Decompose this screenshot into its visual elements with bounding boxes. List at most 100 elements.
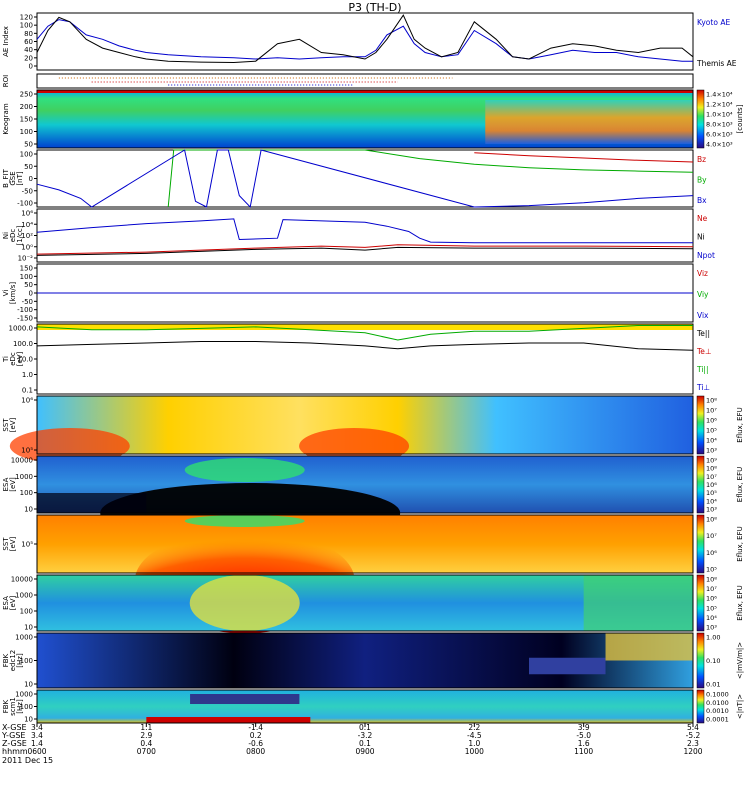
sst2-colorbar-tick: 10⁷ — [706, 532, 717, 540]
ni-ytick-label: 10⁴ — [21, 221, 33, 229]
keogram-ylabel: Keogram — [2, 103, 10, 134]
keogram-colorbar — [696, 89, 705, 149]
ti-legend-3: Ti⊥ — [696, 383, 710, 392]
bfit-ytick-label: 50 — [24, 163, 33, 171]
keogram-ytick-label: 50 — [24, 141, 33, 149]
keogram-ytick-label: 150 — [20, 116, 33, 124]
esa1-ytick-label: 10000 — [11, 457, 33, 465]
bottom-tick-labels: 3.43.41.406001.12.90.40700-1.40.2-0.6080… — [27, 723, 703, 756]
esa2-ytick-label: 100 — [20, 608, 33, 616]
footer-date: 2011 Dec 15 — [2, 756, 53, 765]
ae-ytick-label: 80 — [24, 30, 33, 38]
ni-legend-0: Ne — [697, 214, 708, 223]
ni-legend-2: Npot — [697, 251, 715, 260]
esa1-colorbar-tick: 10⁴ — [706, 497, 717, 505]
panel-fbk1: 1000 100 10 FBK edc12 [Hz] 1.00 0.10 0.01 <|mV/m|… — [2, 632, 744, 689]
sst2-ylabel: [eV] — [9, 536, 17, 551]
keogram-colorbar-tick: 8.0×10³ — [706, 121, 733, 129]
fbk2-ytick-label: 10 — [24, 716, 33, 724]
esa2-colorbar-label: Eflux, EFU — [736, 585, 744, 620]
fbk1-ylabel: edc12 — [9, 650, 17, 672]
ti-series-ti- — [36, 325, 693, 341]
esa1-ytick-label: 1000 — [15, 473, 33, 481]
bfit-ytick-label: -50 — [22, 187, 33, 195]
esa1-colorbar — [696, 455, 705, 514]
fbk2-colorbar-tick: 0.0100 — [706, 699, 729, 707]
fbk2-ylabel: scm1 — [9, 697, 17, 716]
ni-series-npot — [36, 218, 693, 244]
bottom-tick-x: 0.1 — [359, 723, 371, 732]
ti-ylabel: [eV] — [16, 351, 24, 366]
sst1-colorbar-tick: 10⁶ — [706, 417, 717, 425]
ti-series-te- — [36, 341, 694, 351]
bottom-tick-t: 1200 — [683, 747, 702, 756]
esa1-noise-left — [37, 493, 147, 513]
ae-series-kyoto-ae — [36, 19, 693, 62]
bottom-tick-x: 3.4 — [31, 723, 43, 732]
vi-ytick-label: 0 — [29, 290, 33, 298]
sst2-spectrogram — [37, 515, 693, 573]
esa2-ytick-label: 10 — [24, 624, 33, 632]
sst2-ytick-label: 10⁵ — [21, 541, 33, 549]
ti-ytick-label: 10.0 — [17, 356, 33, 364]
panel-ti: 1000.0 100.0 10.0 1.0 0.1 Ti eDc [eV] Te|| Te⊥ Ti|… — [2, 323, 711, 395]
esa1-ylabel: [eV] — [9, 477, 17, 492]
sst2-colorbar — [696, 514, 705, 574]
esa1-ytick-label: 100 — [20, 489, 33, 497]
fbk1-right-yellow — [605, 633, 693, 661]
fbk2-bottom-red — [146, 717, 311, 723]
ae-ylabel: AE Index — [2, 26, 10, 57]
ae-ytick-label: 40 — [24, 46, 33, 54]
ni-ylabel: Ni — [2, 232, 10, 239]
ae-ytick-label: 60 — [24, 38, 33, 46]
vi-ytick-label: 50 — [24, 281, 33, 289]
esa2-ytick-label: 10000 — [11, 576, 33, 584]
bottom-tick-y: 2.9 — [140, 731, 152, 740]
sst1-ylabel: SST — [2, 418, 10, 432]
ti-legend-0: Te|| — [696, 329, 710, 338]
esa1-colorbar-tick: 10⁸ — [706, 465, 717, 473]
bottom-tick-t: 0900 — [355, 747, 374, 756]
fbk2-ylabel: [Hz] — [16, 699, 24, 714]
bfit-legend-1: By — [697, 176, 707, 185]
roi-frame — [36, 73, 694, 89]
fbk2-ytick-label: 1000 — [15, 691, 33, 699]
sst2-green-cap — [184, 515, 305, 527]
keogram-ytick-label: 250 — [20, 91, 33, 99]
ae-ytick-label: 120 — [20, 14, 33, 22]
esa1-colorbar-tick: 10⁹ — [706, 457, 717, 465]
chart-title: P3 (TH-D) — [348, 1, 401, 14]
panel-roi: ROI — [2, 73, 694, 89]
keogram-colorbar-tick: 1.4×10⁴ — [706, 91, 733, 99]
bottom-tick-t: 0800 — [246, 747, 265, 756]
keogram-ytick-label: 100 — [20, 128, 33, 136]
axis-row-label-y: Y-GSE — [1, 731, 25, 740]
ae-legend-0: Kyoto AE — [697, 18, 730, 27]
sst1-colorbar — [696, 395, 705, 455]
keogram-colorbar-label: [counts] — [736, 104, 744, 133]
ti-ytick-label: 1000.0 — [9, 325, 34, 333]
esa2-yellow-band — [189, 575, 300, 631]
fbk2-ylabel: FBK — [2, 699, 10, 713]
panel-keogram: 250 200 150 100 50 Keogram 1.4×10⁴ 1.2×10⁴ 1.0×1… — [2, 89, 744, 149]
esa1-colorbar-tick: 10⁶ — [706, 481, 717, 489]
vi-ytick-label: -150 — [17, 315, 33, 323]
keogram-colorbar-tick: 6.0×10³ — [706, 131, 733, 139]
sst2-colorbar-tick: 10⁶ — [706, 549, 717, 557]
bottom-tick-y: -3.2 — [358, 731, 373, 740]
fbk2-ytick-label: 100 — [20, 703, 33, 711]
keogram-aurora-region — [485, 100, 693, 144]
sst1-flux-left — [9, 428, 130, 464]
bfit-ylabel: GSE — [9, 171, 17, 185]
esa1-colorbar-label: Eflux, EFU — [736, 467, 744, 502]
fbk2-colorbar-tick: 0.0010 — [706, 707, 729, 715]
fbk1-ylabel: [Hz] — [16, 653, 24, 668]
axis-row-label-x: X-GSE — [2, 723, 27, 732]
bottom-tick-z: 0.4 — [140, 739, 152, 748]
ti-legend-1: Te⊥ — [696, 347, 711, 356]
bottom-tick-x: 3.9 — [578, 723, 590, 732]
bottom-tick-z: 1.0 — [468, 739, 480, 748]
